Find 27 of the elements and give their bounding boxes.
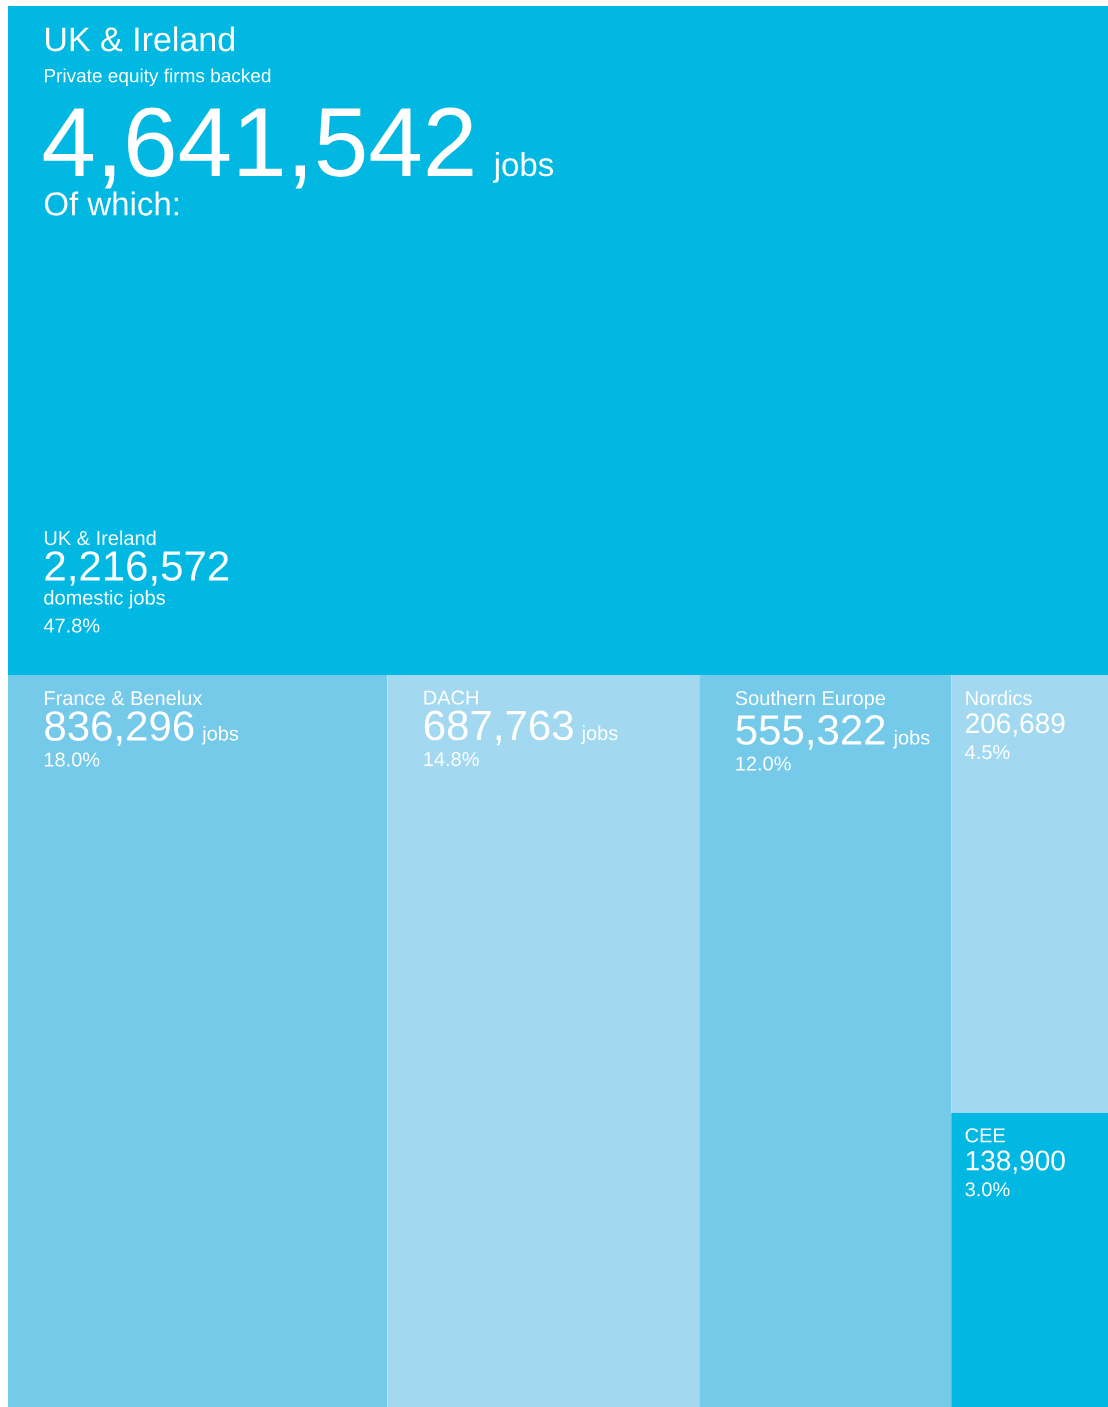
data-label: 555,322	[736, 715, 885, 750]
text: jobs	[893, 729, 930, 749]
text: 47.8%	[43, 618, 100, 633]
data-label: 836,296	[45, 711, 194, 746]
text: 14.8%	[424, 751, 479, 767]
data-label: 687,763	[424, 710, 573, 746]
text: Of which:	[44, 191, 178, 216]
text: jobs	[581, 725, 618, 745]
text: Private equity firms backed	[44, 68, 271, 87]
data-label: 206,689	[966, 713, 1065, 737]
text: jobs	[201, 725, 239, 745]
category-label: UK & Ireland	[44, 530, 156, 546]
text: domestic jobs	[44, 589, 165, 609]
text: 4.5%	[965, 745, 1010, 760]
category-label: France & Benelux	[45, 690, 203, 706]
data-label: 138,900	[966, 1150, 1065, 1174]
text: 4,641,542	[43, 107, 473, 189]
text: UK & Ireland	[46, 26, 234, 52]
text: jobs	[492, 152, 554, 183]
text: 18.0%	[44, 752, 100, 767]
text: 3.0%	[965, 1182, 1010, 1197]
text: 12.0%	[736, 756, 791, 771]
category-label: CEE	[965, 1128, 1005, 1143]
category-label: DACH	[424, 690, 478, 705]
category-label: Southern Europe	[735, 690, 886, 710]
data-label: 2,216,572	[45, 551, 229, 586]
category-label: Nordics	[966, 690, 1032, 706]
